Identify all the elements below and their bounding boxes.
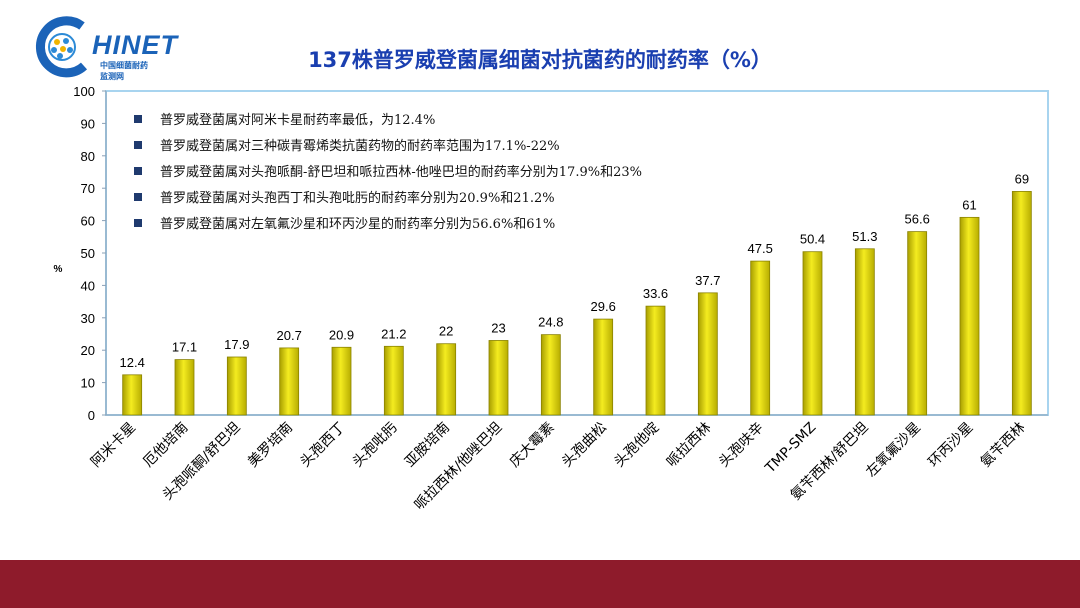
bar [436,343,457,416]
y-tick-label: 20 [81,343,95,358]
data-label: 24.8 [538,315,563,330]
y-tick-label: 70 [81,181,95,196]
data-label: 21.2 [381,326,406,341]
x-tick-label: 氨苄西林 [978,420,1029,471]
x-tick-label: 庆大霉素 [507,420,558,471]
bar [750,260,771,416]
x-tick-label: 厄他培南 [140,420,191,471]
chart-title: 137株普罗威登菌属细菌对抗菌药的耐药率（%） [308,48,772,72]
bar [279,347,300,416]
x-tick-label: 头孢他啶 [611,420,662,471]
x-tick-label: 头孢吡肟 [350,420,401,471]
y-tick-label: 90 [81,116,95,131]
y-tick-label: 40 [81,278,95,293]
bar [540,334,561,416]
annotation-text: 普罗威登菌属对三种碳青霉烯类抗菌药物的耐药率范围为17.1%-22% [160,138,560,154]
y-tick-label: 60 [81,214,95,229]
y-tick-label: 80 [81,149,95,164]
bar [593,318,614,416]
logo-emblem-icon [35,16,88,78]
data-label: 37.7 [695,273,720,288]
bar [854,248,875,416]
data-label: 22 [439,324,453,339]
x-tick-label: 环丙沙星 [925,420,976,471]
logo-subtitle-2: 监测网 [100,72,124,81]
data-label: 29.6 [591,299,616,314]
x-tick-label: 哌拉西林 [663,419,715,471]
x-tick-label: 头孢西丁 [297,420,348,471]
annotation-bullet [134,115,142,123]
bar [645,305,666,416]
data-label: 23 [491,320,505,335]
bar [174,359,195,416]
data-label: 20.9 [329,327,354,342]
data-label: 47.5 [748,241,773,256]
bar-chart: 0 10 20 30 40 50 60 70 80 90 100% 12.4 阿米卡星 17.1 厄他培南 1… [54,84,1049,514]
y-tick-label: 100 [73,84,95,99]
x-tick-label: 哌拉西林/他唑巴坦 [411,419,506,514]
x-tick-label: 头孢呋辛 [716,420,767,471]
annotation-bullet [134,141,142,149]
data-label: 56.6 [905,212,930,227]
data-label: 17.9 [224,337,249,352]
y-tick-label: 0 [88,408,95,423]
bar [226,356,247,416]
annotation-text: 普罗威登菌属对头孢西丁和头孢吡肟的耐药率分别为20.9%和21.2% [160,190,555,206]
annotation-text: 普罗威登菌属对阿米卡星耐药率最低，为12.4% [160,112,435,128]
x-tick-label: 阿米卡星 [88,420,139,471]
logo-wordmark: HINET [92,30,178,60]
y-tick-label: 30 [81,311,95,326]
bar [1011,191,1032,416]
chinet-logo: HINET 中国细菌耐药 监测网 [32,14,182,81]
bar [488,340,509,416]
annotation-text: 普罗威登菌属对左氧氟沙星和环丙沙星的耐药率分别为56.6%和61% [160,216,555,232]
data-label: 20.7 [277,328,302,343]
logo-subtitle-1: 中国细菌耐药 [100,61,148,70]
bar [697,292,718,416]
y-tick-label: 50 [81,246,95,261]
y-axis-label: % [54,264,63,275]
data-label: 61 [962,197,976,212]
data-label: 33.6 [643,286,668,301]
bar [122,374,143,416]
annotation-text: 普罗威登菌属对头孢哌酮-舒巴坦和哌拉西林-他唑巴坦的耐药率分别为17.9%和23… [160,164,642,180]
x-tick-label: 亚胺培南 [402,420,453,471]
bar [383,345,404,416]
data-label: 17.1 [172,340,197,355]
bar [802,251,823,416]
footer-bar [0,560,1080,608]
data-label: 12.4 [120,355,145,370]
bar [959,216,980,416]
data-label: 69 [1015,171,1029,186]
x-tick-label: 左氧氟沙星 [863,420,924,481]
annotation-bullet [134,219,142,227]
annotation-bullet [134,167,142,175]
bar [907,231,928,416]
bar [331,346,352,416]
x-tick-label: 头孢曲松 [559,420,610,471]
data-label: 50.4 [800,232,825,247]
y-tick-label: 10 [81,376,95,391]
x-tick-label: 美罗培南 [245,420,296,471]
annotation-bullet [134,193,142,201]
data-label: 51.3 [852,229,877,244]
